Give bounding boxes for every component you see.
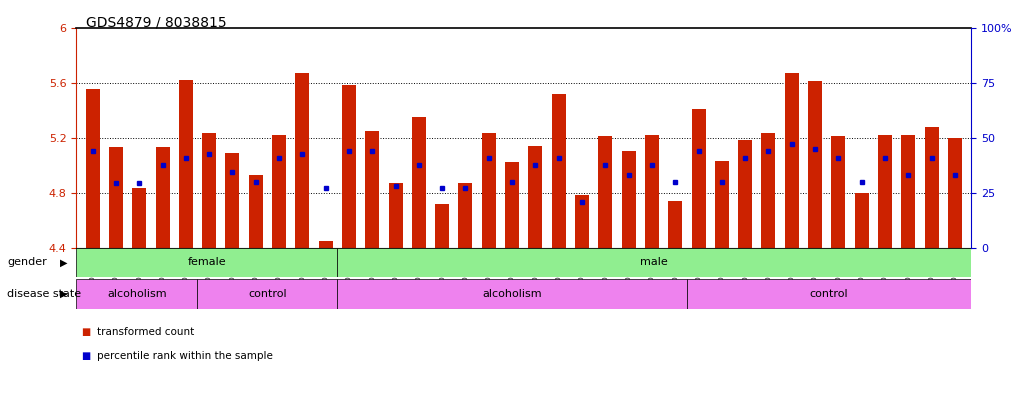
Bar	[338, 279, 686, 309]
Text: ▶: ▶	[60, 257, 68, 267]
Text: female: female	[187, 257, 226, 267]
Text: control: control	[248, 289, 287, 299]
Bar	[132, 189, 146, 248]
Bar	[901, 135, 915, 248]
Text: transformed count: transformed count	[97, 327, 194, 337]
Bar	[551, 94, 565, 248]
Bar	[156, 147, 170, 248]
Bar	[202, 133, 217, 248]
Text: GDS4879 / 8038815: GDS4879 / 8038815	[86, 16, 227, 30]
Bar	[76, 279, 197, 309]
Bar	[505, 162, 519, 248]
Bar	[692, 109, 706, 248]
Bar	[948, 138, 962, 248]
Bar	[715, 161, 729, 248]
Bar	[179, 80, 193, 248]
Bar	[365, 130, 379, 248]
Bar	[338, 248, 971, 277]
Bar	[598, 136, 612, 248]
Bar	[621, 151, 636, 248]
Bar	[854, 193, 869, 248]
Text: disease state: disease state	[7, 289, 81, 299]
Text: control: control	[810, 289, 848, 299]
Text: percentile rank within the sample: percentile rank within the sample	[97, 351, 273, 361]
Bar	[529, 146, 542, 248]
Bar	[668, 201, 682, 248]
Bar	[342, 85, 356, 248]
Bar	[809, 81, 822, 248]
Bar	[249, 175, 262, 248]
Bar	[76, 248, 338, 277]
Bar	[435, 204, 450, 248]
Text: gender: gender	[7, 257, 47, 267]
Bar	[295, 73, 309, 248]
Text: ■: ■	[81, 351, 91, 361]
Text: male: male	[641, 257, 668, 267]
Text: ▶: ▶	[60, 289, 68, 299]
Bar	[226, 153, 239, 248]
Bar	[575, 195, 589, 248]
Text: alcoholism: alcoholism	[107, 289, 167, 299]
Bar	[686, 279, 971, 309]
Bar	[762, 133, 776, 248]
Bar	[197, 279, 338, 309]
Bar	[924, 127, 939, 248]
Bar	[645, 135, 659, 248]
Bar	[273, 135, 286, 248]
Bar	[785, 73, 798, 248]
Bar	[459, 183, 473, 248]
Text: ■: ■	[81, 327, 91, 337]
Bar	[85, 90, 100, 248]
Bar	[318, 241, 333, 248]
Bar	[738, 140, 753, 248]
Text: alcoholism: alcoholism	[482, 289, 542, 299]
Bar	[109, 147, 123, 248]
Bar	[878, 135, 892, 248]
Bar	[388, 183, 403, 248]
Bar	[412, 117, 426, 248]
Bar	[832, 136, 845, 248]
Bar	[482, 133, 496, 248]
